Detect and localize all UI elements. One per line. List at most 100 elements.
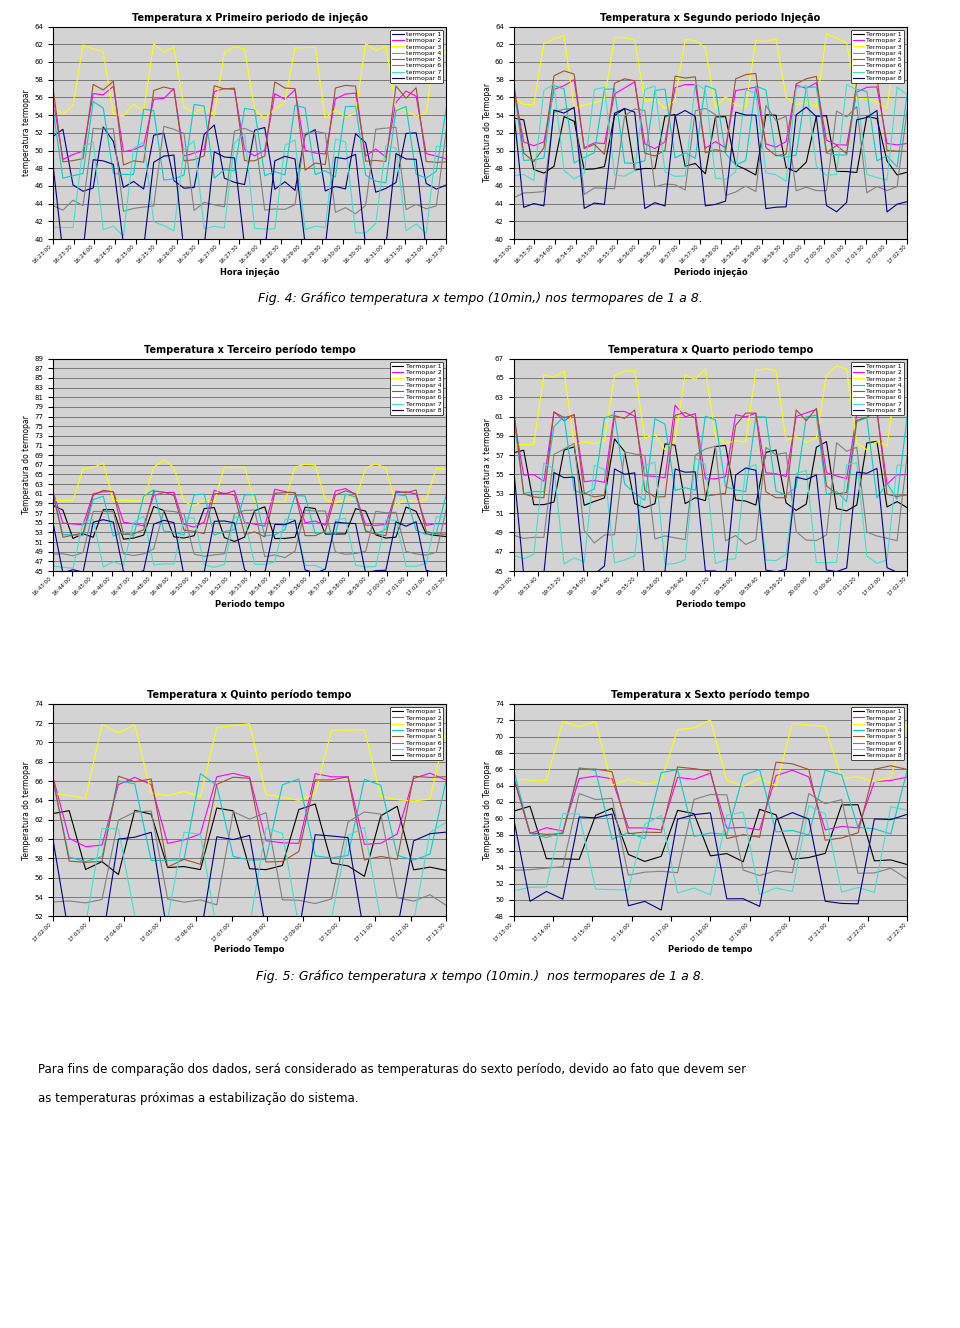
Termopar 1	[801, 154, 812, 170]
Termopar 6	[195, 892, 206, 908]
Termopar 7	[380, 511, 392, 527]
Termopar 3	[871, 434, 882, 450]
Termopar 3	[219, 459, 230, 475]
Termopar 8	[239, 562, 251, 578]
Termopar 3	[293, 793, 304, 809]
Termopar 5	[375, 849, 387, 865]
termopar 2	[168, 81, 180, 97]
Termopar 3	[211, 720, 223, 736]
termopar 8	[118, 236, 130, 252]
Termopar 1	[750, 497, 761, 513]
Termopar 2	[559, 413, 570, 429]
Termopar 7	[408, 914, 420, 930]
Termopar 5	[588, 489, 600, 505]
Line: Termopar 5: Termopar 5	[53, 776, 446, 867]
Termopar 2	[548, 81, 560, 97]
Termopar 6	[770, 113, 781, 129]
Termopar 7	[730, 551, 741, 567]
Termopar 3	[390, 497, 401, 513]
Termopar 7	[162, 911, 174, 927]
Termopar 3	[689, 33, 701, 49]
termopar 7	[98, 222, 109, 238]
Termopar 8	[289, 513, 300, 529]
termopar 3	[300, 40, 311, 56]
Termopar 4	[579, 486, 590, 502]
Termopar 4	[852, 819, 864, 835]
termopar 5	[289, 81, 300, 97]
Termopar 4	[508, 409, 519, 425]
Termopar 8	[891, 564, 902, 580]
termopar 5	[410, 80, 421, 96]
Termopar 6	[754, 867, 765, 883]
Termopar 8	[179, 930, 190, 946]
Line: Termopar 7: Termopar 7	[514, 458, 907, 564]
Termopar 8	[63, 928, 75, 944]
Termopar 3	[660, 442, 671, 458]
Termopar 4	[148, 482, 159, 498]
Termopar 1	[375, 807, 387, 823]
Termopar 3	[901, 716, 913, 732]
Termopar 4	[340, 486, 351, 502]
Termopar 4	[548, 418, 560, 434]
Termopar 8	[770, 199, 781, 215]
Termopar 6	[599, 527, 611, 543]
Termopar 8	[901, 568, 913, 584]
Termopar 8	[249, 570, 260, 586]
Termopar 8	[568, 469, 580, 485]
Termopar 3	[700, 40, 711, 56]
Termopar 6	[629, 101, 640, 117]
Termopar 2	[568, 406, 580, 422]
Termopar 7	[78, 514, 89, 530]
Termopar 3	[276, 789, 288, 805]
Termopar 7	[790, 465, 802, 481]
termopar 8	[138, 240, 150, 256]
Termopar 6	[118, 546, 130, 562]
Termopar 7	[801, 462, 812, 478]
Termopar 2	[568, 72, 580, 88]
Termopar 6	[508, 190, 519, 206]
termopar 5	[329, 80, 341, 96]
Termopar 6	[821, 183, 832, 199]
Termopar 1	[830, 501, 842, 517]
Termopar 2	[129, 769, 140, 785]
Termopar 7	[623, 882, 635, 898]
Termopar 4	[801, 409, 812, 425]
termopar 5	[360, 153, 372, 169]
Termopar 2	[179, 517, 190, 533]
termopar 1	[289, 182, 300, 198]
Termopar 6	[836, 791, 848, 807]
Termopar 8	[780, 199, 792, 215]
termopar 4	[279, 167, 291, 183]
Termopar 5	[754, 829, 765, 845]
Termopar 2	[660, 134, 671, 150]
termopar 1	[390, 175, 401, 191]
termopar 3	[360, 36, 372, 52]
Termopar 2	[721, 821, 732, 837]
Termopar 5	[680, 405, 691, 421]
Termopar 3	[810, 430, 822, 446]
Termopar 7	[680, 167, 691, 183]
termopar 8	[179, 244, 190, 260]
Termopar 8	[441, 825, 452, 841]
Termopar 4	[901, 762, 913, 778]
termopar 8	[300, 236, 311, 252]
Termopar 6	[441, 898, 452, 914]
Termopar 5	[162, 859, 174, 875]
Termopar 1	[340, 526, 351, 542]
Termopar 6	[410, 546, 421, 562]
termopar 8	[98, 153, 109, 169]
Termopar 1	[199, 501, 210, 517]
Termopar 4	[325, 850, 337, 866]
termopar 1	[309, 122, 321, 138]
termopar 7	[208, 218, 220, 234]
Termopar 6	[293, 892, 304, 908]
Termopar 7	[63, 919, 75, 935]
Termopar 7	[199, 556, 210, 572]
Termopar 4	[518, 153, 530, 169]
termopar 3	[239, 41, 251, 57]
Termopar 7	[370, 559, 381, 575]
Termopar 7	[851, 454, 862, 470]
Termopar 3	[821, 368, 832, 384]
Termopar 1	[623, 846, 635, 862]
Termopar 6	[219, 546, 230, 562]
